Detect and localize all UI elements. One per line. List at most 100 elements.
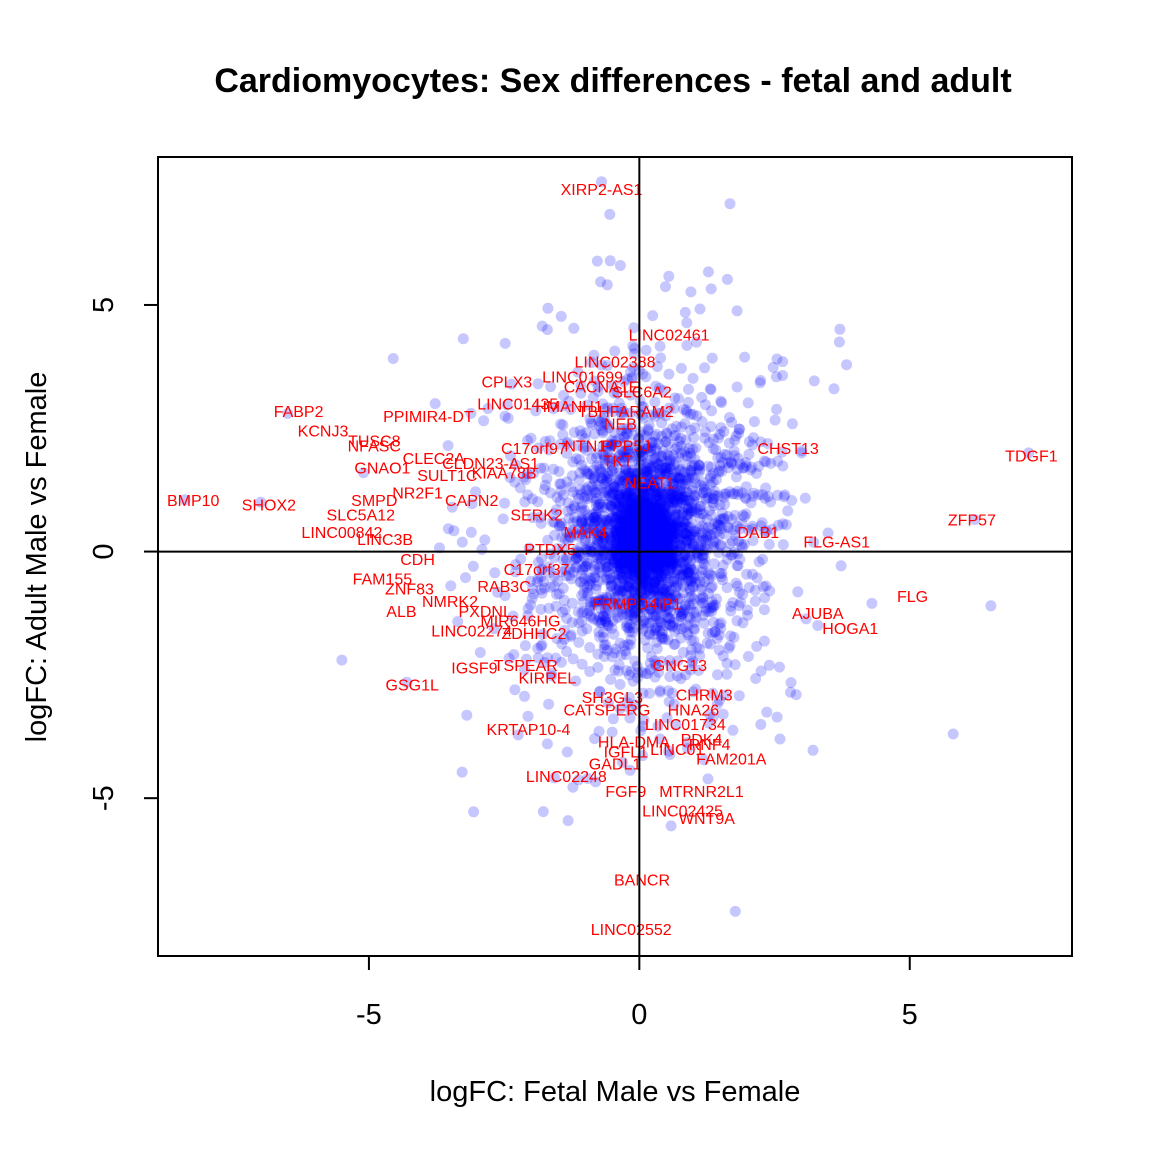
data-point: [589, 512, 601, 524]
gene-label: GNAO1: [354, 461, 410, 478]
data-point: [688, 634, 700, 646]
data-point: [653, 552, 665, 564]
data-point: [461, 709, 473, 721]
data-point: [660, 606, 672, 617]
data-point: [542, 652, 554, 664]
data-point: [664, 550, 676, 562]
data-point: [671, 670, 683, 682]
data-point: [668, 527, 680, 539]
gene-label: IGSF9: [451, 661, 497, 678]
data-point: [641, 470, 653, 482]
data-point: [597, 448, 609, 460]
data-point: [585, 610, 597, 622]
data-point: [624, 626, 636, 638]
data-point: [641, 513, 653, 525]
data-point: [661, 579, 672, 591]
data-point: [651, 555, 663, 567]
data-point: [716, 465, 728, 477]
data-point: [628, 558, 640, 570]
data-point: [699, 553, 711, 565]
data-point: [613, 397, 625, 409]
data-point: [682, 575, 694, 587]
data-point: [522, 489, 534, 501]
data-point: [555, 310, 567, 322]
data-point: [643, 514, 655, 526]
data-point: [664, 671, 676, 683]
data-point: [592, 385, 604, 397]
data-point: [716, 523, 727, 535]
data-point: [641, 528, 653, 540]
data-point: [643, 544, 655, 556]
data-point: [707, 497, 719, 509]
data-point: [696, 581, 708, 593]
data-point: [643, 509, 655, 521]
data-point: [562, 505, 574, 517]
data-point: [647, 501, 659, 513]
data-point: [672, 515, 684, 527]
data-point: [650, 520, 662, 532]
data-point: [668, 541, 680, 553]
data-point: [644, 538, 656, 550]
data-point: [619, 516, 631, 528]
data-point: [595, 276, 607, 288]
data-point: [592, 529, 604, 541]
data-point: [709, 599, 721, 611]
data-point: [532, 642, 544, 654]
data-point: [708, 433, 719, 445]
data-point: [650, 509, 661, 520]
data-point: [597, 525, 609, 536]
data-point: [574, 576, 586, 588]
data-point: [615, 562, 627, 573]
data-point: [643, 459, 655, 471]
data-point: [624, 528, 636, 540]
data-point: [678, 516, 690, 528]
data-point: [622, 610, 634, 622]
data-point: [698, 483, 710, 495]
data-point: [576, 513, 588, 525]
data-point: [553, 466, 565, 477]
data-point: [650, 526, 662, 538]
data-point: [647, 510, 659, 522]
data-point: [651, 513, 662, 525]
data-point: [808, 536, 820, 548]
data-point: [621, 502, 633, 514]
data-point: [705, 602, 716, 614]
data-point: [616, 525, 628, 537]
gene-label: SERK2: [510, 508, 563, 525]
data-point: [649, 437, 661, 449]
data-point: [671, 601, 683, 612]
data-point: [638, 580, 649, 592]
data-point: [606, 435, 618, 447]
data-point: [642, 553, 654, 565]
data-point: [657, 558, 669, 570]
data-point: [628, 544, 640, 556]
data-point: [714, 694, 725, 706]
data-point: [748, 487, 760, 499]
data-point: [626, 531, 638, 543]
data-point: [656, 591, 668, 603]
data-point: [698, 558, 710, 570]
data-point: [640, 618, 652, 629]
data-point: [661, 497, 673, 509]
data-point: [613, 477, 625, 489]
data-point: [655, 352, 667, 364]
data-point: [765, 496, 776, 508]
data-point: [653, 564, 665, 576]
data-point: [568, 566, 580, 578]
data-point: [676, 557, 688, 569]
data-point: [665, 523, 677, 535]
data-point: [642, 425, 654, 437]
data-point: [664, 484, 676, 496]
data-point: [674, 516, 686, 528]
data-point: [588, 472, 600, 484]
data-point: [668, 493, 680, 505]
data-point: [660, 532, 672, 544]
data-point: [650, 540, 662, 552]
data-point: [661, 427, 673, 439]
data-point: [614, 678, 626, 690]
data-point: [622, 525, 634, 536]
data-point: [724, 538, 736, 550]
data-point: [622, 579, 634, 591]
data-point: [669, 495, 681, 507]
data-point: [626, 503, 638, 515]
